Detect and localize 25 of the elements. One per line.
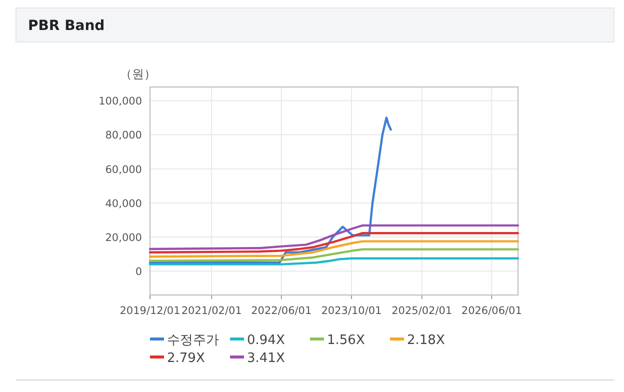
y-axis-title: （원） xyxy=(120,67,156,81)
legend-label: 2.79X xyxy=(167,351,205,366)
line-series xyxy=(148,248,520,262)
x-tick-label: 2019/12/01 xyxy=(120,305,180,317)
legend-label: 0.94X xyxy=(247,333,285,348)
legend-label: 3.41X xyxy=(247,351,285,366)
x-tick-label: 2022/06/01 xyxy=(251,305,312,317)
legend-label: 2.18X xyxy=(407,333,445,348)
y-tick-label: 80,000 xyxy=(105,130,142,142)
y-tick-label: 40,000 xyxy=(105,198,142,210)
y-tick-label: 20,000 xyxy=(105,232,142,244)
y-tick-label: 60,000 xyxy=(105,164,142,176)
legend-label: 1.56X xyxy=(327,333,365,348)
y-tick-label: 0 xyxy=(135,266,142,278)
line-series xyxy=(148,224,520,250)
y-tick-label: 100,000 xyxy=(98,96,142,108)
x-tick-label: 2025/02/01 xyxy=(392,305,452,317)
line-series xyxy=(148,240,520,258)
chart-title: PBR Band xyxy=(28,18,105,34)
legend-label: 수정주가 xyxy=(167,333,219,348)
x-tick-label: 2021/02/01 xyxy=(181,305,242,317)
line-series xyxy=(148,116,392,264)
line-series xyxy=(148,232,520,254)
x-tick-label: 2023/10/01 xyxy=(321,305,382,317)
x-tick-label: 2026/06/01 xyxy=(461,305,522,317)
